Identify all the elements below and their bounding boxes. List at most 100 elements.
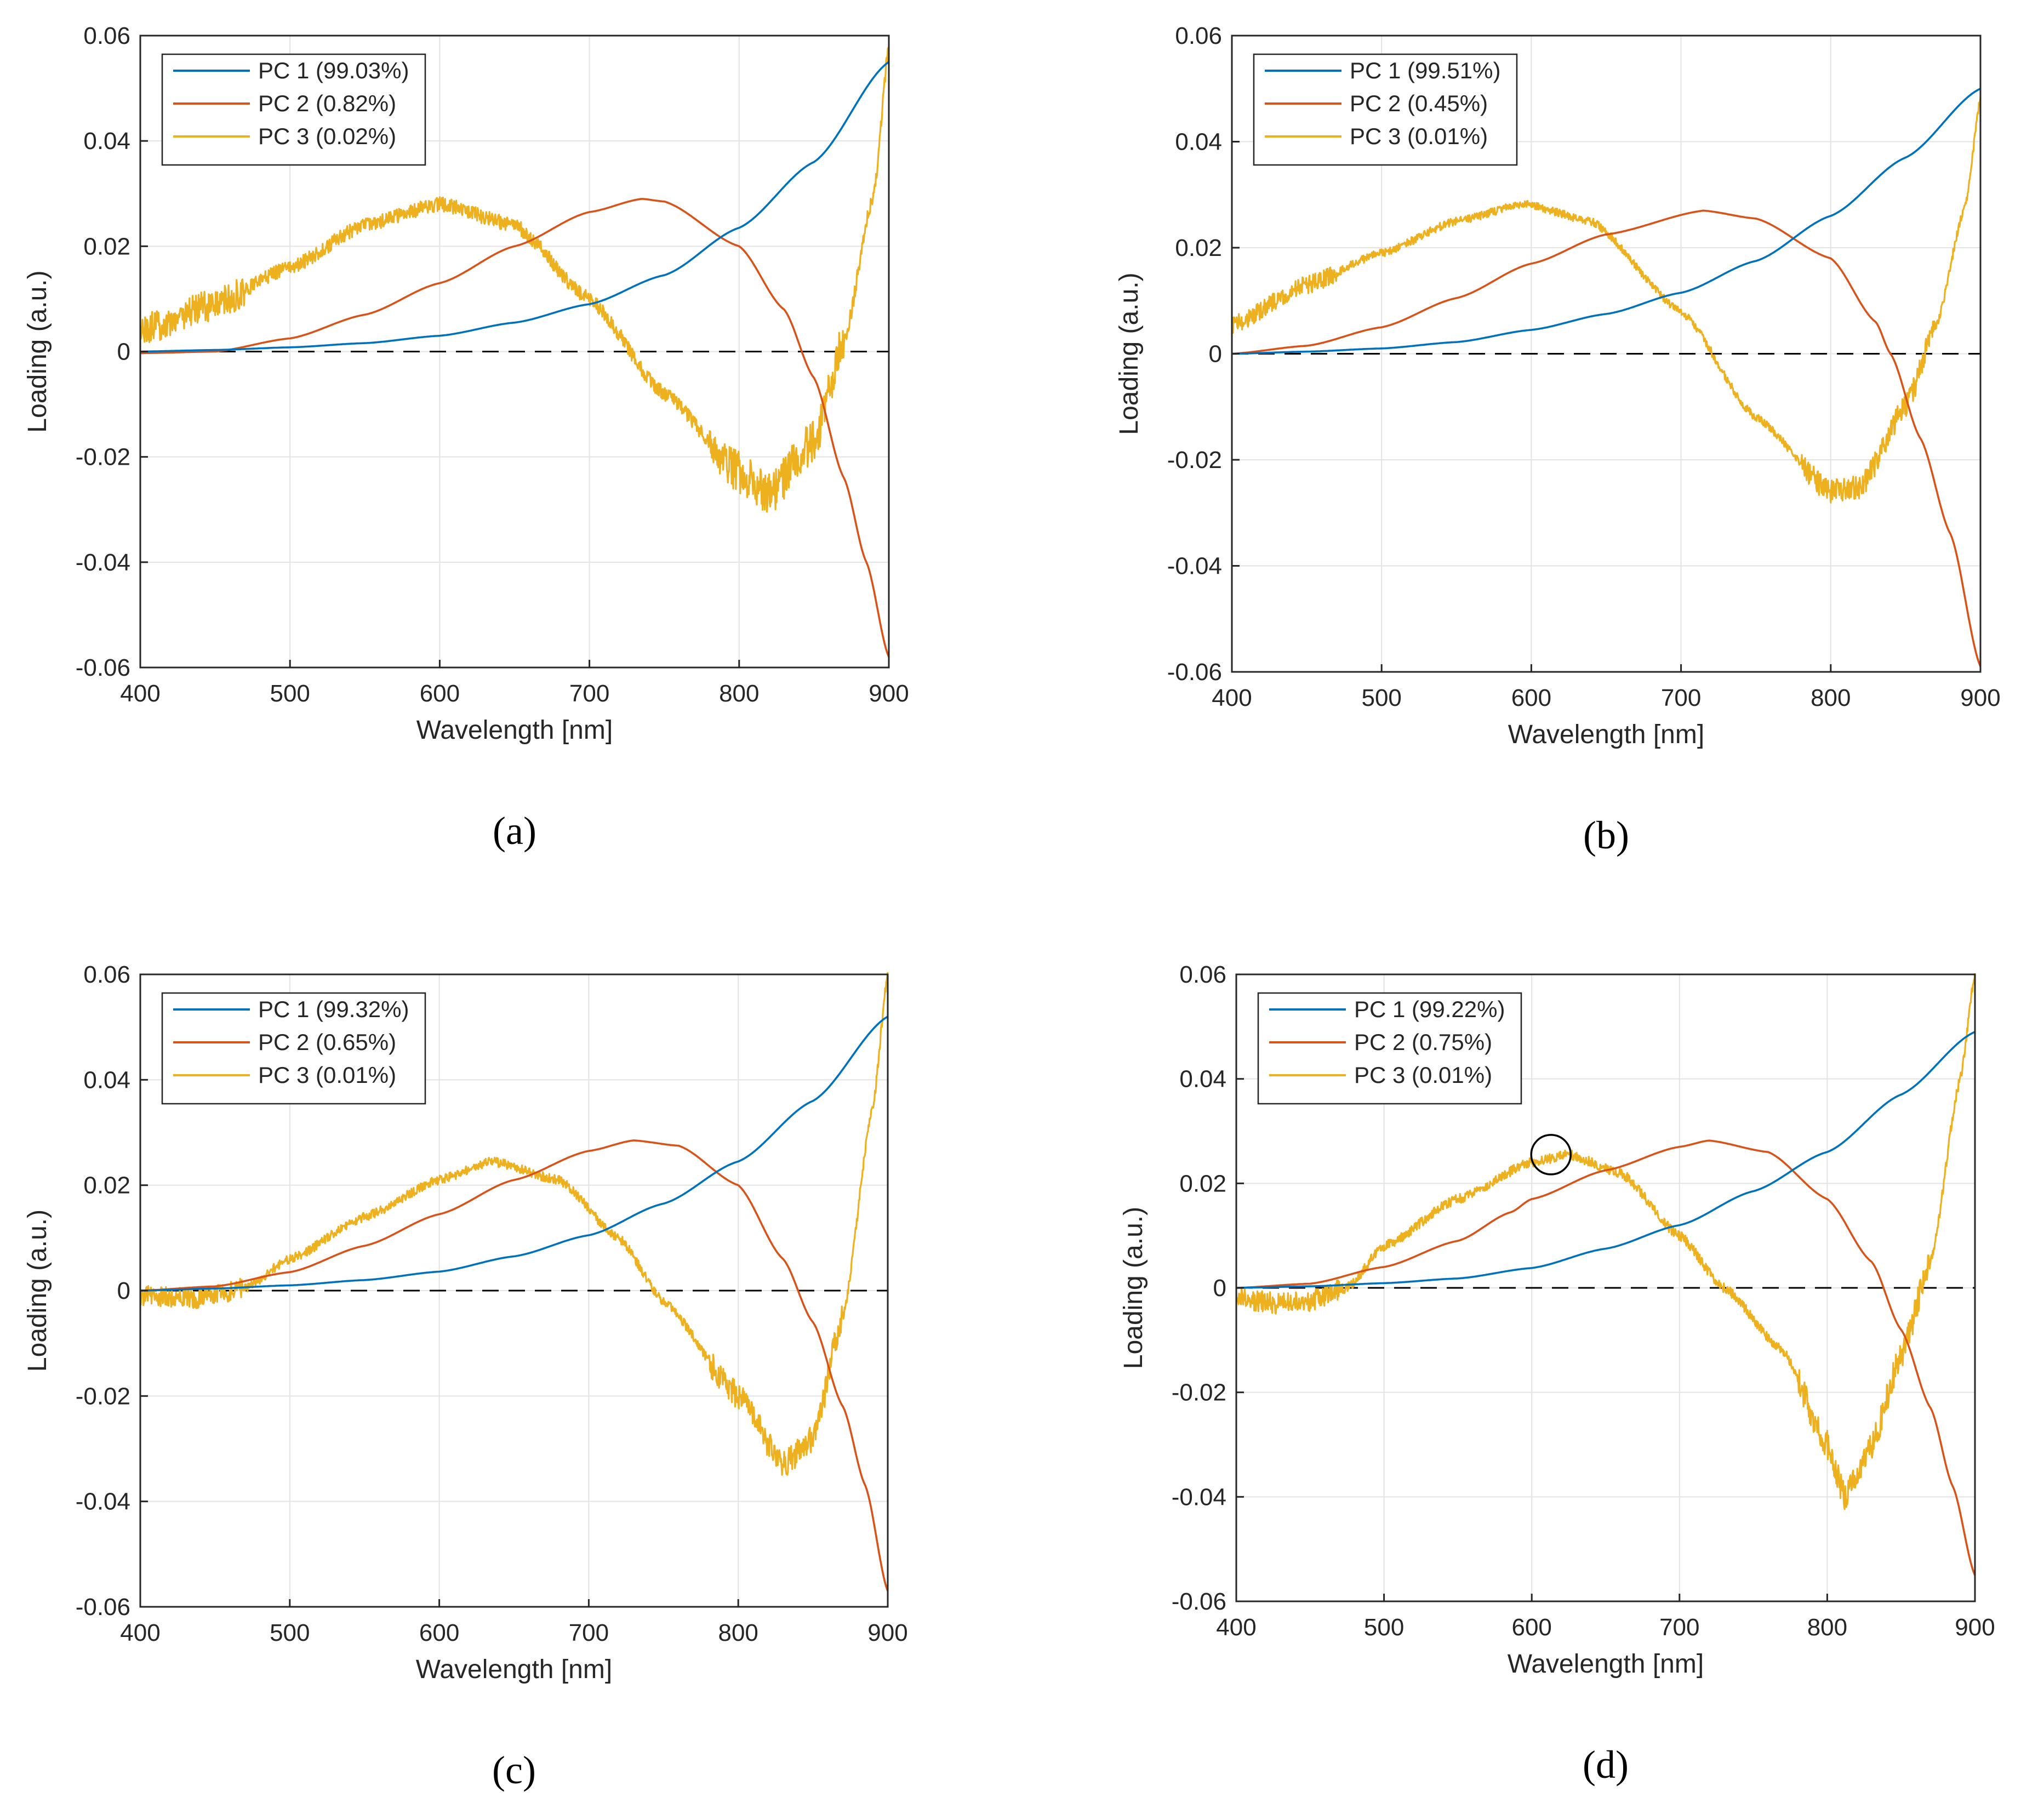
- x-tick-label: 700: [1659, 1614, 1699, 1641]
- legend-label-pc2: PC 2 (0.45%): [1350, 90, 1488, 116]
- series-line-pc1: [140, 61, 890, 353]
- chart-panel-a: 400 500 600 700 800 900 -0.06 -0.04 -0.02 0 0.02 0.…: [23, 22, 909, 853]
- y-tick-label: -0.04: [76, 549, 130, 576]
- series-group: [1232, 88, 1982, 667]
- y-tick-label: 0.02: [83, 233, 130, 260]
- chart-panel-d: 400 500 600 700 800 900 -0.06 -0.04 -0.02 0 0.02 0.…: [1119, 961, 1995, 1787]
- y-axis-label: Loading (a.u.): [1119, 1207, 1148, 1369]
- x-tick-label: 400: [120, 1619, 160, 1646]
- legend-label-pc3: PC 3 (0.01%): [258, 1062, 396, 1088]
- x-axis-label: Wavelength [nm]: [1508, 1650, 1704, 1679]
- series-line-pc2: [140, 1139, 889, 1591]
- x-axis-label: Wavelength [nm]: [416, 716, 613, 745]
- legend: PC 1 (99.32%) PC 2 (0.65%) PC 3 (0.01%): [161, 992, 426, 1105]
- y-tick-label: 0.06: [1179, 961, 1226, 988]
- legend-label-pc1: PC 1 (99.03%): [258, 58, 409, 83]
- x-tick-label: 700: [569, 680, 609, 707]
- tick-group: 400 500 600 700 800 900 -0.06 -0.04 -0.02 0 0.02 0.…: [1167, 22, 2001, 711]
- x-tick-label: 600: [1511, 684, 1551, 711]
- legend-box: [1257, 992, 1522, 1105]
- x-tick-label: 700: [1661, 684, 1701, 711]
- legend-label-pc2: PC 2 (0.75%): [1354, 1029, 1492, 1055]
- x-tick-label: 800: [719, 680, 759, 707]
- y-tick-label: 0.02: [83, 1172, 130, 1199]
- y-tick-label: -0.04: [1172, 1484, 1226, 1510]
- x-tick-label: 600: [420, 680, 460, 707]
- legend-box: [161, 992, 426, 1105]
- x-tick-label: 900: [1955, 1614, 1995, 1641]
- y-tick-label: 0: [1209, 341, 1222, 368]
- y-tick-label: 0: [117, 1277, 130, 1304]
- legend-label-pc2: PC 2 (0.65%): [258, 1029, 396, 1055]
- legend: PC 1 (99.22%) PC 2 (0.75%) PC 3 (0.01%): [1257, 992, 1522, 1105]
- y-tick-label: -0.06: [1167, 659, 1222, 686]
- legend-label-pc3: PC 3 (0.01%): [1350, 123, 1488, 149]
- y-tick-label: 0.02: [1175, 235, 1222, 261]
- x-tick-label: 800: [718, 1619, 758, 1646]
- y-tick-label: 0: [1213, 1275, 1226, 1302]
- y-tick-label: 0.06: [1175, 22, 1222, 49]
- y-axis-label: Loading (a.u.): [23, 270, 52, 432]
- y-axis-label: Loading (a.u.): [1115, 272, 1144, 435]
- x-tick-label: 900: [869, 680, 909, 707]
- series-line-pc3: [140, 972, 889, 1476]
- y-tick-label: -0.02: [76, 444, 130, 471]
- series-line-pc1: [1232, 88, 1981, 355]
- x-tick-label: 500: [270, 680, 310, 707]
- panel-caption: (d): [1583, 1743, 1629, 1787]
- y-tick-label: 0.04: [1179, 1066, 1226, 1093]
- x-tick-label: 600: [1511, 1614, 1551, 1641]
- x-axis-label: Wavelength [nm]: [1508, 720, 1704, 749]
- legend: PC 1 (99.51%) PC 2 (0.45%) PC 3 (0.01%): [1253, 53, 1518, 166]
- series-line-pc3: [1232, 98, 1982, 504]
- x-tick-label: 400: [1216, 1614, 1256, 1641]
- y-tick-label: 0.04: [83, 128, 130, 155]
- y-tick-label: -0.04: [1167, 553, 1222, 580]
- y-tick-label: 0.04: [83, 1066, 130, 1093]
- y-tick-label: -0.02: [1172, 1379, 1226, 1406]
- y-tick-label: 0.04: [1175, 129, 1222, 156]
- x-tick-label: 700: [569, 1619, 609, 1646]
- y-tick-label: 0: [117, 339, 130, 366]
- x-tick-label: 900: [1960, 684, 2000, 711]
- chart-panel-b: 400 500 600 700 800 900 -0.06 -0.04 -0.02 0 0.02 0.…: [1115, 22, 2001, 857]
- x-tick-label: 600: [419, 1619, 459, 1646]
- x-tick-label: 500: [270, 1619, 310, 1646]
- legend-label-pc1: PC 1 (99.32%): [258, 996, 409, 1022]
- series-group: [140, 972, 889, 1591]
- y-tick-label: -0.02: [1167, 447, 1222, 473]
- panel-caption: (b): [1583, 813, 1629, 857]
- legend-label-pc3: PC 3 (0.02%): [258, 123, 396, 149]
- x-axis-label: Wavelength [nm]: [416, 1655, 612, 1684]
- series-line-pc3: [1236, 973, 1976, 1510]
- tick-group: 400 500 600 700 800 900 -0.06 -0.04 -0.02 0 0.02 0.…: [76, 22, 909, 707]
- series-line-pc2: [1236, 1139, 1976, 1576]
- x-tick-label: 400: [120, 680, 160, 707]
- panel-caption: (a): [493, 809, 536, 853]
- legend-label-pc3: PC 3 (0.01%): [1354, 1062, 1492, 1088]
- series-line-pc1: [1236, 1031, 1976, 1289]
- x-tick-label: 900: [867, 1619, 907, 1646]
- y-tick-label: -0.06: [1172, 1588, 1226, 1615]
- y-tick-label: 0.02: [1179, 1170, 1226, 1197]
- x-tick-label: 800: [1811, 684, 1851, 711]
- y-axis-label: Loading (a.u.): [23, 1209, 52, 1372]
- chart-panel-c: 400 500 600 700 800 900 -0.06 -0.04 -0.02 0 0.02 0.…: [23, 961, 908, 1792]
- legend-label-pc1: PC 1 (99.22%): [1354, 996, 1505, 1022]
- series-line-pc2: [140, 198, 890, 658]
- series-group: [1236, 973, 1976, 1576]
- x-tick-label: 800: [1807, 1614, 1847, 1641]
- series-line-pc3: [140, 47, 890, 513]
- series-line-pc1: [140, 1015, 888, 1292]
- y-tick-label: 0.06: [83, 22, 130, 49]
- y-tick-label: -0.04: [76, 1488, 130, 1515]
- annotation-circle: [1530, 1134, 1572, 1176]
- legend-box: [1253, 53, 1518, 166]
- x-tick-label: 500: [1361, 684, 1401, 711]
- y-tick-label: -0.02: [76, 1383, 130, 1410]
- legend: PC 1 (99.03%) PC 2 (0.82%) PC 3 (0.02%): [161, 53, 426, 166]
- y-tick-label: -0.06: [76, 1594, 130, 1621]
- x-tick-label: 500: [1364, 1614, 1404, 1641]
- tick-group: 400 500 600 700 800 900 -0.06 -0.04 -0.02 0 0.02 0.…: [1172, 961, 1995, 1641]
